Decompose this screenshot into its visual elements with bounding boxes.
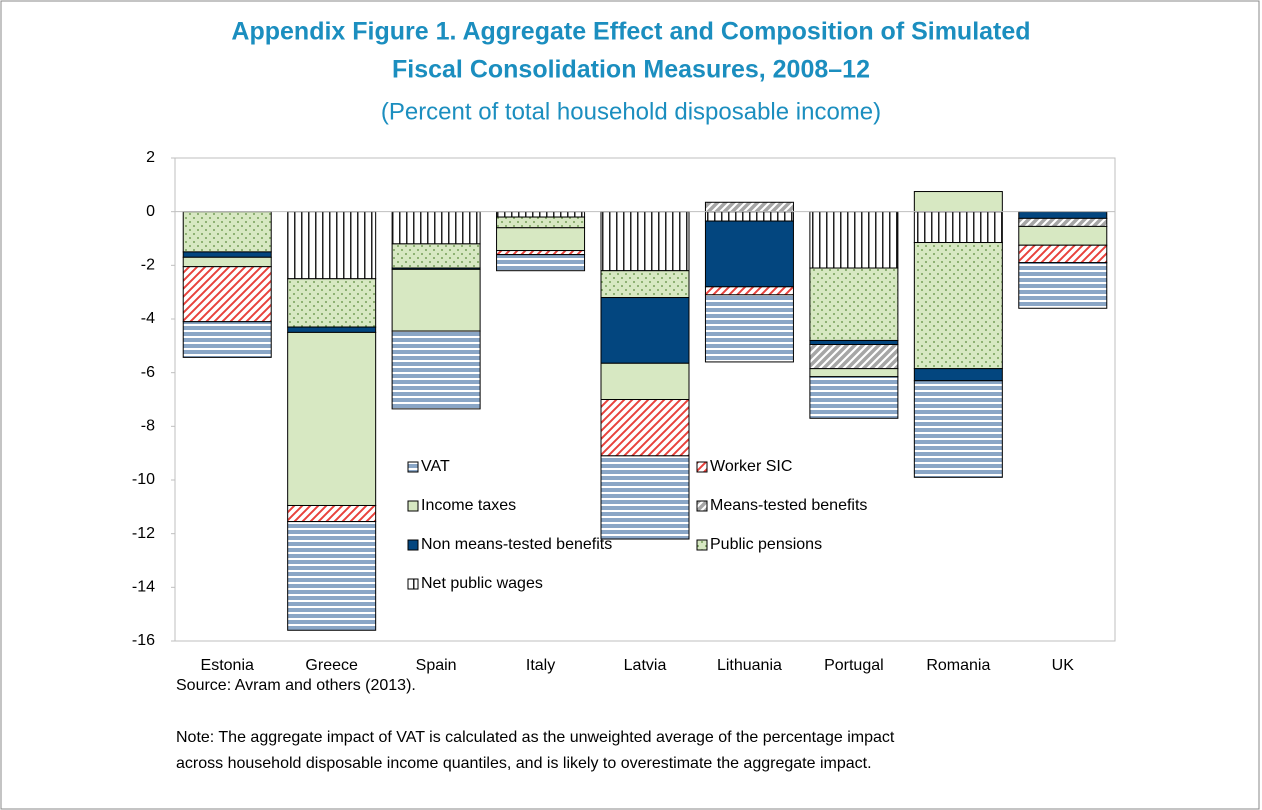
chart-title: Fiscal Consolidation Measures, 2008–12: [392, 56, 870, 84]
bar-segment: [1018, 244, 1108, 264]
note: across household disposable income quant…: [176, 755, 872, 772]
bar-segment: [913, 242, 1003, 370]
legend-swatch: [696, 461, 708, 473]
bar-segment: [391, 330, 481, 410]
bar-segment: [704, 294, 794, 363]
bar-segment: [1018, 211, 1108, 219]
bar-segment: [287, 521, 377, 631]
bar-segment: [182, 251, 272, 258]
legend-label: Public pensions: [710, 536, 822, 553]
y-tick-label: -16: [132, 632, 155, 649]
bar-segment: [600, 297, 690, 364]
bar-segment: [913, 380, 1003, 478]
chart-subtitle: (Percent of total household disposable i…: [381, 98, 881, 125]
bar-segment: [913, 211, 1003, 244]
bar-segment: [704, 220, 794, 288]
bar-segment: [1018, 217, 1108, 227]
x-tick-label: Italy: [526, 657, 555, 674]
x-tick-label: Latvia: [624, 657, 667, 674]
legend-swatch: [696, 500, 708, 512]
bar-segment: [600, 270, 690, 299]
bar-segment: [287, 211, 377, 280]
x-tick-label: UK: [1052, 657, 1075, 674]
legend-label: Worker SIC: [710, 458, 792, 475]
bar-segment: [391, 211, 481, 245]
legend-swatch: [407, 539, 419, 551]
bar-segment: [704, 201, 794, 213]
bar-segment: [391, 268, 481, 332]
bar-segment: [913, 368, 1003, 382]
bar-segment: [600, 399, 690, 457]
note: Note: The aggregate impact of VAT is cal…: [176, 729, 895, 746]
bar-segment: [809, 211, 899, 269]
bar-segment: [496, 216, 586, 229]
y-tick-label: -2: [141, 257, 155, 274]
bar-segment: [391, 243, 481, 269]
bar-segment: [496, 254, 586, 272]
legend-swatch: [407, 461, 419, 473]
legend-label: Non means-tested benefits: [421, 536, 612, 553]
source: Source: Avram and others (2013).: [176, 677, 416, 694]
y-tick-label: 0: [146, 203, 155, 220]
bar-segment: [182, 321, 272, 358]
bar-segment: [287, 504, 377, 523]
legend-label: Net public wages: [421, 575, 543, 592]
legend-swatch: [407, 578, 419, 590]
bar-segment: [496, 211, 586, 218]
y-tick-label: -4: [141, 310, 155, 327]
bar-segment: [600, 455, 690, 540]
y-tick-label: -6: [141, 364, 155, 381]
legend-swatch: [407, 500, 419, 512]
bar-segment: [600, 362, 690, 400]
bar-segment: [809, 339, 899, 345]
bar-segment: [809, 368, 899, 378]
plot-area: [174, 157, 1116, 642]
y-tick-label: -14: [132, 579, 155, 596]
bar-segment: [809, 376, 899, 419]
chart-title: Appendix Figure 1. Aggregate Effect and …: [231, 18, 1030, 46]
y-tick-label: -8: [141, 418, 155, 435]
bar-segment: [182, 256, 272, 268]
bar-segment: [809, 267, 899, 341]
x-tick-label: Lithuania: [717, 657, 782, 674]
bar-segment: [1018, 225, 1108, 246]
legend-label: VAT: [421, 458, 450, 475]
y-tick-label: -12: [132, 525, 155, 542]
bar-segment: [182, 211, 272, 253]
bar-segment: [496, 250, 586, 256]
x-tick-label: Estonia: [201, 657, 254, 674]
bar-segment: [182, 266, 272, 323]
bar-segment: [496, 227, 586, 252]
x-tick-label: Romania: [926, 657, 990, 674]
x-tick-label: Portugal: [824, 657, 884, 674]
bar-segment: [913, 191, 1003, 213]
bar-segment: [1018, 262, 1108, 309]
bar-segment: [287, 331, 377, 506]
legend-label: Income taxes: [421, 497, 516, 514]
legend-label: Means-tested benefits: [710, 497, 867, 514]
bar-segment: [287, 326, 377, 333]
bar-segment: [704, 211, 794, 222]
bar-segment: [809, 343, 899, 370]
bar-segment: [704, 286, 794, 296]
y-tick-label: -10: [132, 471, 155, 488]
bar-segment: [287, 278, 377, 328]
legend-swatch: [696, 539, 708, 551]
x-tick-label: Greece: [305, 657, 358, 674]
x-tick-label: Spain: [416, 657, 457, 674]
bar-segment: [600, 211, 690, 272]
y-tick-label: 2: [146, 149, 155, 166]
